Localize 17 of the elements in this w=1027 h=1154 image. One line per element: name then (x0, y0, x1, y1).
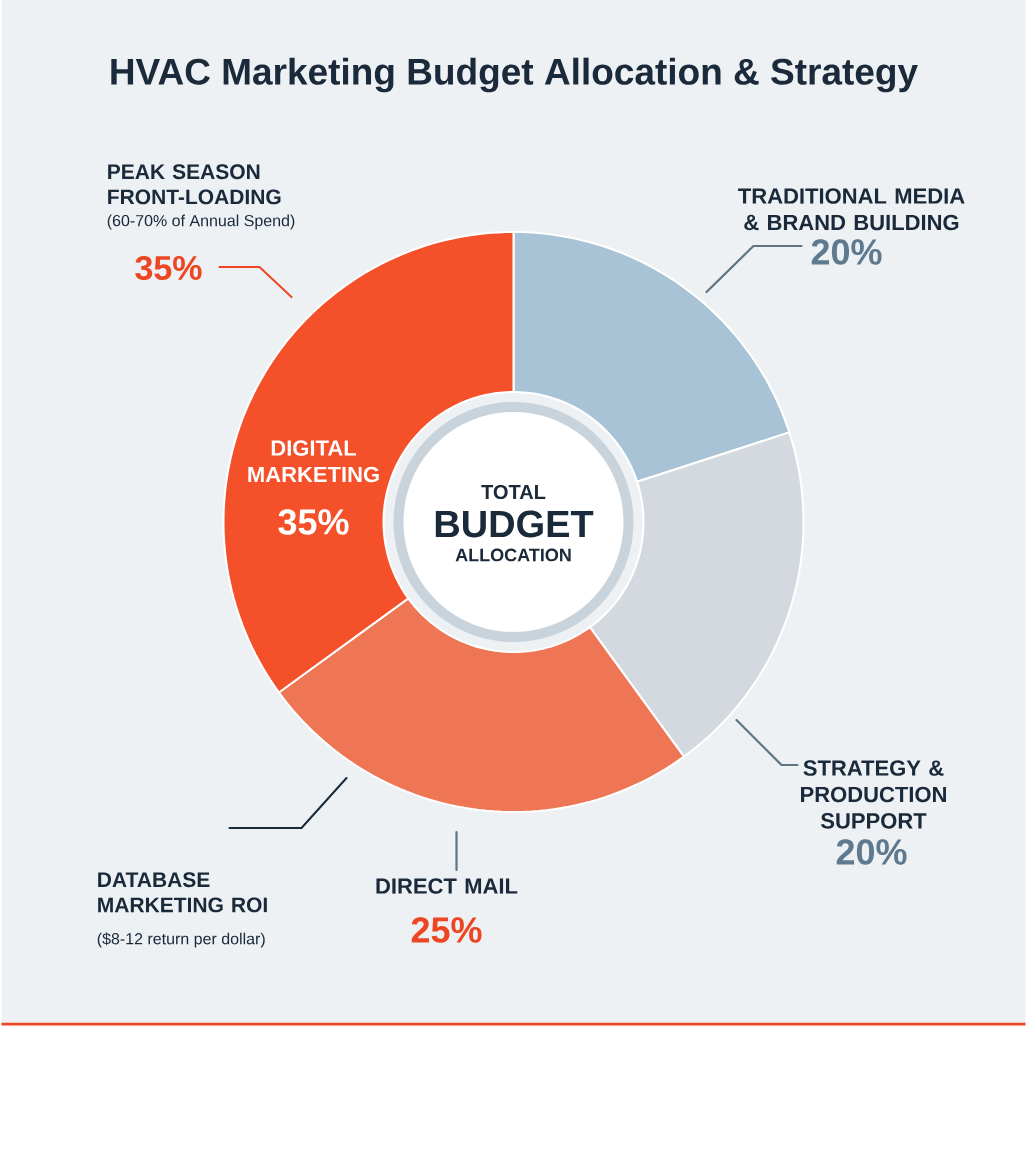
text: ALLOCATION (455, 548, 571, 562)
slice-label: DIGITAL MARKETING (248, 440, 379, 483)
data-label: 20% (811, 239, 882, 265)
data-label: 35% (278, 509, 349, 535)
chart-title: HVAC Marketing Budget Allocation & Strategy (111, 57, 918, 93)
text: ($8-12 return per dollar) (97, 932, 265, 948)
text: PEAK SEASON FRONT-LOADING (108, 164, 281, 205)
text: TOTAL (481, 484, 546, 500)
text: (60-70% of Annual Spend) (107, 214, 295, 230)
slice-label: STRATEGY & PRODUCTION SUPPORT (801, 760, 946, 829)
text: 35% (135, 255, 202, 281)
data-label: 20% (836, 839, 907, 865)
slice-label: DIRECT MAIL (376, 878, 518, 894)
slice-label: TRADITIONAL MEDIA & BRAND BUILDING (738, 188, 965, 231)
text: DATABASE MARKETING ROI (98, 872, 267, 913)
data-label: 25% (411, 917, 482, 943)
text: BUDGET (435, 510, 594, 538)
